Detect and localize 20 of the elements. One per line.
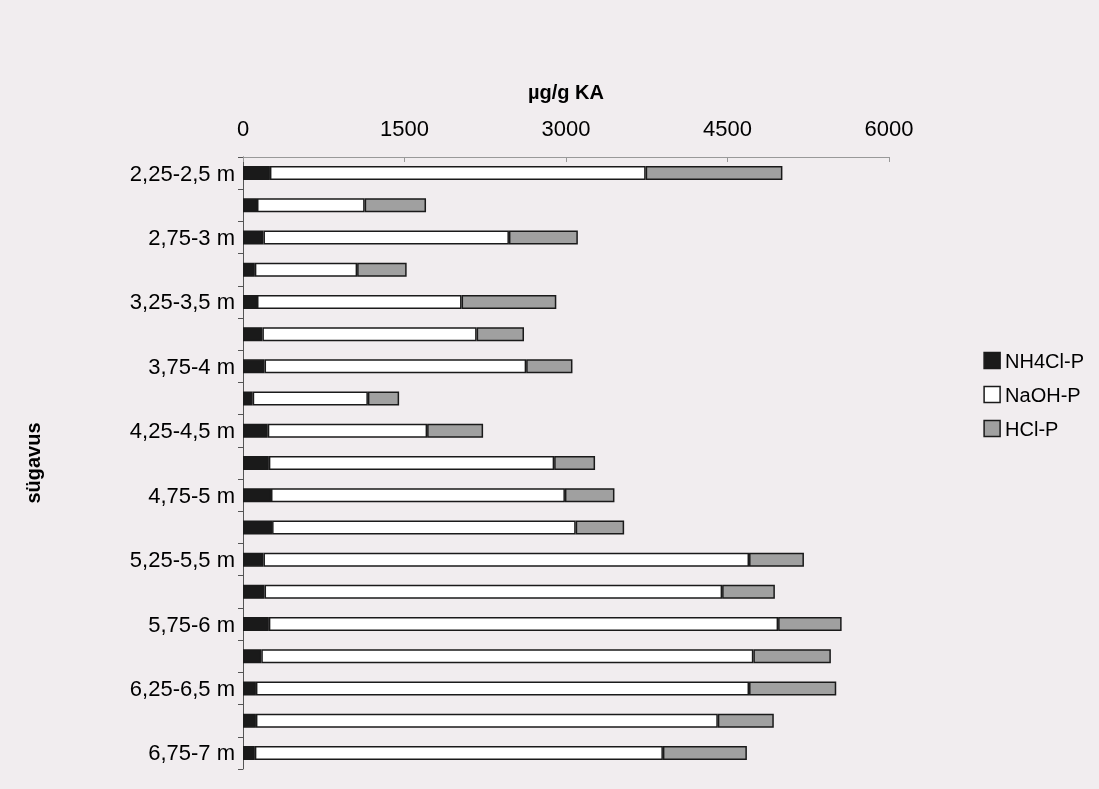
x-tick-label: 6000	[864, 115, 914, 141]
y-tick-label: 3,25-3,5 m	[129, 289, 235, 315]
y-tick-label: 4,75-5 m	[148, 482, 235, 508]
y-tick-label: 2,75-3 m	[148, 225, 235, 251]
x-tick-label: 0	[236, 115, 250, 141]
y-tick-label: 2,25-2,5 m	[129, 160, 235, 186]
y-tick-label: 5,75-6 m	[148, 611, 235, 637]
y-axis-title: sügavus	[22, 422, 44, 504]
x-tick-label: 3000	[541, 115, 591, 141]
x-tick-label: 1500	[380, 115, 429, 141]
y-tick-label: 6,25-6,5 m	[129, 675, 235, 701]
legend-label: HCl-P	[1005, 417, 1059, 440]
legend-label: NH4Cl-P	[1005, 349, 1085, 372]
x-axis-title: µg/g KA	[528, 81, 604, 103]
x-tick-label: 4500	[703, 115, 752, 141]
legend-label: NaOH-P	[1005, 383, 1081, 406]
y-tick-label: 3,75-4 m	[148, 353, 235, 379]
y-tick-label: 6,75-7 m	[148, 740, 235, 766]
y-tick-label: 5,25-5,5 m	[129, 547, 235, 573]
y-tick-label: 4,25-4,5 m	[129, 418, 235, 444]
